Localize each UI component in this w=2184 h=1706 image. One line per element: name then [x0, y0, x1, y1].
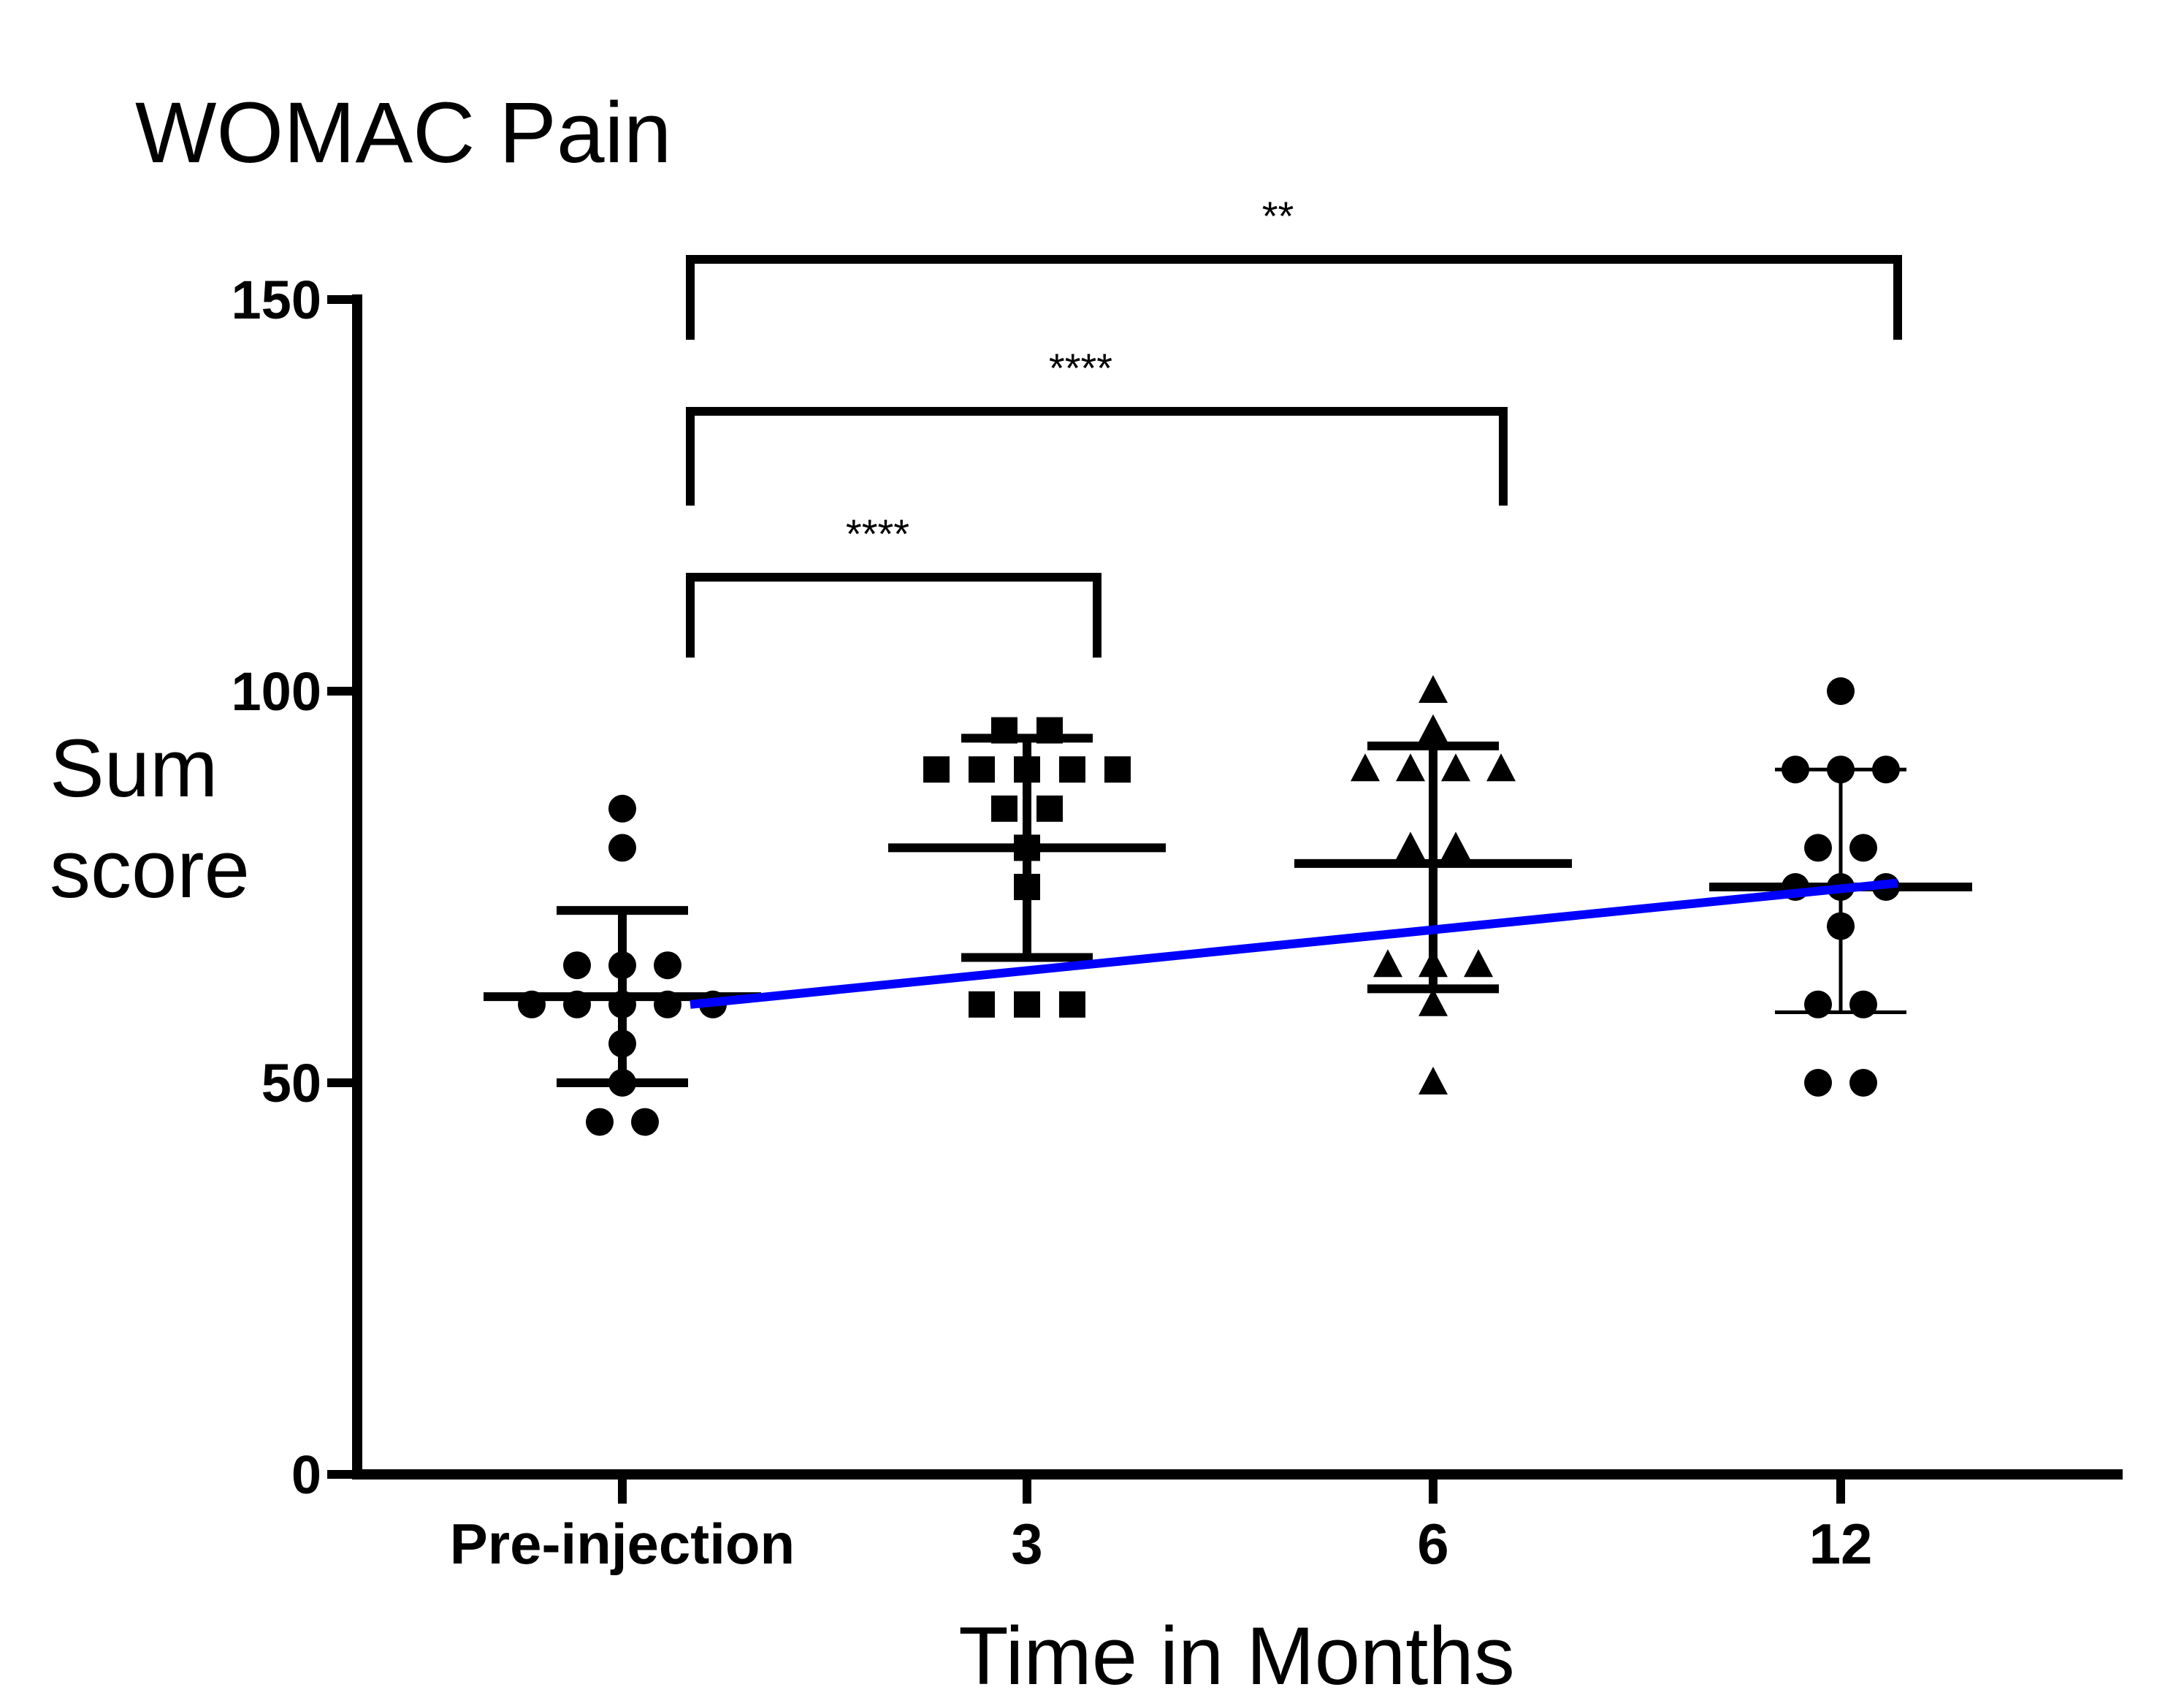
- data-point-3-10: [1782, 755, 1809, 784]
- significance-layer: **********: [686, 193, 1902, 658]
- data-point-0-2: [608, 1069, 636, 1097]
- data-point-2-0: [1419, 1067, 1448, 1094]
- data-point-0-3: [608, 1029, 636, 1058]
- data-point-0-9: [563, 951, 591, 980]
- chart-title: WOMAC Pain: [135, 85, 671, 181]
- data-point-2-10: [1486, 753, 1516, 782]
- data-point-0-6: [608, 990, 636, 1018]
- data-point-1-12: [991, 717, 1017, 744]
- data-point-1-3: [1014, 874, 1040, 900]
- x-tick-label-1: 3: [1011, 1512, 1042, 1576]
- data-point-1-4: [1014, 834, 1040, 861]
- trend-layer: [690, 878, 1898, 1009]
- x-tick-label-2: 6: [1417, 1512, 1448, 1576]
- data-point-1-7: [923, 756, 950, 783]
- significance-label-0: ****: [846, 511, 909, 557]
- data-point-2-8: [1396, 753, 1425, 782]
- significance-bracket-1: [686, 407, 1508, 506]
- data-point-2-5: [1396, 831, 1425, 860]
- data-point-1-11: [1104, 756, 1131, 783]
- significance-bracket-2: [686, 255, 1902, 340]
- y-axis-label-line1: Sum: [50, 723, 218, 814]
- y-tick-label-100: 100: [232, 661, 321, 722]
- data-point-3-3: [1849, 990, 1877, 1018]
- data-point-2-9: [1441, 753, 1470, 782]
- data-point-1-8: [969, 756, 995, 783]
- data-point-0-7: [654, 990, 681, 1018]
- significance-label-1: ****: [1049, 345, 1112, 391]
- x-tick-label-3: 12: [1809, 1512, 1873, 1576]
- data-point-0-11: [654, 951, 681, 980]
- y-tick-label-0: 0: [291, 1444, 321, 1505]
- data-point-1-1: [1014, 991, 1040, 1018]
- data-point-3-8: [1804, 834, 1832, 862]
- significance-label-2: **: [1262, 193, 1294, 239]
- data-point-3-0: [1804, 1069, 1832, 1097]
- data-point-2-6: [1441, 831, 1470, 860]
- tick-layer: 0 50 100 150 Pre-injection 3 6 12: [232, 270, 1873, 1576]
- data-point-1-9: [1014, 756, 1040, 783]
- data-point-3-13: [1827, 677, 1855, 705]
- data-point-3-1: [1849, 1069, 1877, 1097]
- trend-line: [690, 878, 1898, 1009]
- data-point-1-2: [1059, 991, 1085, 1018]
- x-axis-label: Time in Months: [958, 1610, 1514, 1702]
- data-point-3-12: [1872, 755, 1900, 784]
- data-point-0-13: [608, 794, 636, 823]
- data-point-2-2: [1373, 949, 1402, 978]
- data-point-3-2: [1804, 990, 1832, 1018]
- y-tick-label-50: 50: [261, 1053, 321, 1113]
- data-point-0-1: [631, 1108, 659, 1136]
- data-point-1-6: [1036, 795, 1063, 822]
- data-point-0-12: [608, 834, 636, 862]
- data-point-2-11: [1419, 714, 1448, 742]
- data-point-2-4: [1464, 949, 1493, 978]
- data-point-0-10: [608, 951, 636, 980]
- data-point-3-11: [1827, 755, 1855, 784]
- errorbar-layer: [484, 734, 1972, 1087]
- data-point-1-10: [1059, 756, 1085, 783]
- data-point-0-0: [586, 1108, 614, 1136]
- y-tick-label-150: 150: [232, 270, 321, 330]
- data-point-2-3: [1419, 949, 1448, 978]
- data-point-1-0: [969, 991, 995, 1018]
- data-point-1-13: [1036, 717, 1063, 744]
- data-point-2-12: [1419, 675, 1448, 703]
- data-point-2-1: [1419, 988, 1448, 1016]
- data-point-0-5: [563, 990, 591, 1018]
- data-point-0-4: [518, 990, 546, 1018]
- data-point-2-7: [1351, 753, 1380, 782]
- points-layer: [518, 675, 1900, 1136]
- data-point-3-4: [1827, 912, 1855, 940]
- significance-bracket-0: [686, 573, 1101, 658]
- y-axis-label-line2: score: [50, 823, 250, 915]
- data-point-3-9: [1849, 834, 1877, 862]
- x-tick-label-0: Pre-injection: [450, 1512, 795, 1576]
- data-point-1-5: [991, 795, 1017, 822]
